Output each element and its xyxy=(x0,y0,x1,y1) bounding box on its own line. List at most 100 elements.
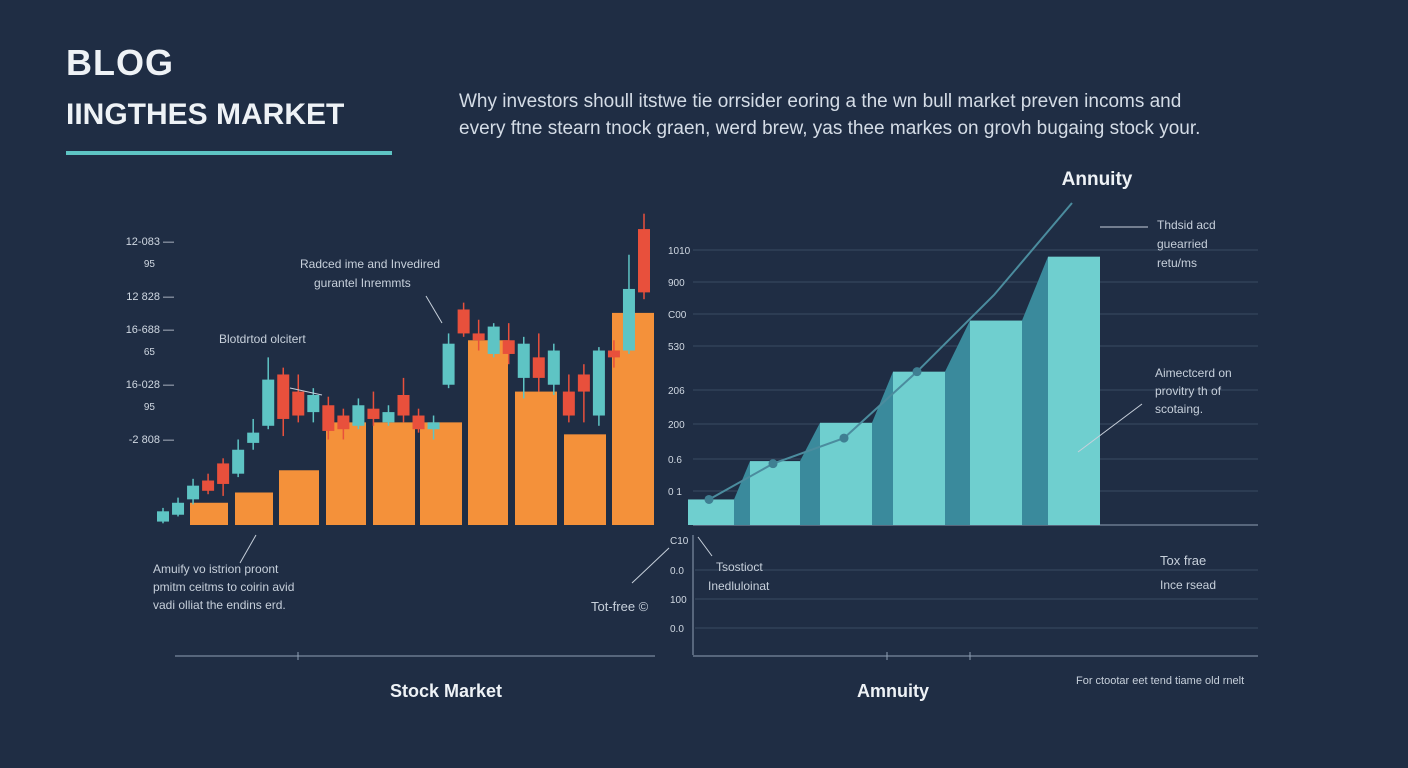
stock-market-chart: 12-083 — 95 12 828 — 16-688 — 65 16-028 — 95 -2… xyxy=(126,213,670,701)
annuity-lower-tick-label: 100 xyxy=(670,595,687,606)
annuity-y-tick-label: 900 xyxy=(668,278,685,289)
stock-annotation-top-pointer xyxy=(425,295,443,324)
annuity-trend-line xyxy=(704,202,1073,504)
candle-bullish xyxy=(157,511,169,522)
annuity-lower-tick-label: 0.0 xyxy=(670,624,684,635)
tax-free-pointer xyxy=(631,547,670,584)
stock-annotation-bottom-3: vadi olliat the endins erd. xyxy=(153,598,286,612)
stock-bars xyxy=(190,312,654,525)
candle-bearish xyxy=(337,415,350,430)
annuity-annotation-mid-pointer xyxy=(1077,403,1143,453)
annuity-lower-pointer xyxy=(697,536,713,557)
annuity-y-tick-label: 200 xyxy=(668,420,685,431)
stock-y-tick-label: -2 808 — xyxy=(129,434,174,446)
annuity-bar xyxy=(688,499,734,525)
annuity-annotation-top-1: Thdsid acd xyxy=(1157,218,1216,232)
stock-bar xyxy=(190,502,228,525)
candle-bullish xyxy=(622,288,635,351)
annuity-bar-side xyxy=(800,422,820,525)
annuity-annotation-top-3: retu/ms xyxy=(1157,256,1197,270)
candle-bullish xyxy=(187,485,200,500)
annuity-lower-tick-label: C10 xyxy=(670,536,689,547)
candle-bearish xyxy=(502,340,515,354)
stock-annotation-bottom-pointer xyxy=(239,534,257,564)
candle-bullish xyxy=(592,350,605,416)
candle-bullish xyxy=(247,432,260,443)
candle-bearish xyxy=(562,391,575,416)
annuity-bar-side xyxy=(734,461,750,525)
intro-line-1: Why investors shoull itstwe tie orrsider… xyxy=(459,91,1182,112)
annuity-annotation-mid-3: scotaing. xyxy=(1155,402,1203,416)
annuity-lower-tick-label: 0.0 xyxy=(670,566,684,577)
candle-bullish xyxy=(172,502,185,515)
stock-bar xyxy=(468,340,508,525)
stock-y-tick-label: 16-028 — xyxy=(126,379,174,391)
candle-bearish xyxy=(607,350,620,358)
stock-bar xyxy=(420,422,462,525)
annuity-y-tick-label: 530 xyxy=(668,342,685,353)
candle-bearish xyxy=(397,395,410,416)
annuity-y-tick-label: 1010 xyxy=(668,246,691,257)
annuity-trend-point xyxy=(912,367,922,377)
annuity-y-tick-label: 0 1 xyxy=(668,487,682,498)
stock-annotation-bottom-2: pmitm ceitms to coirin avid xyxy=(153,580,294,594)
stock-bar xyxy=(373,422,415,525)
candle-bullish xyxy=(427,422,440,430)
stock-y-tick-label: 12-083 — xyxy=(126,236,174,248)
candle-bearish xyxy=(638,229,650,293)
stock-annotation-bottom-1: Amuify vo istrion proont xyxy=(153,562,279,576)
annuity-chart: Annuity 1010 900 C00 530 206 200 0.6 0 1 Thdsid… xyxy=(668,169,1258,701)
stock-bar xyxy=(235,492,273,525)
candle-bullish xyxy=(487,326,500,354)
candle-bearish xyxy=(532,357,545,378)
candle-bullish xyxy=(442,343,455,385)
annuity-bar xyxy=(970,320,1022,525)
stock-candles xyxy=(157,213,650,524)
title-underline xyxy=(66,151,392,155)
annuity-trend-path xyxy=(708,202,1073,501)
candle-bearish xyxy=(277,374,290,419)
intro-line-2: every ftne stearn tnock graen, werd brew… xyxy=(459,118,1201,139)
annuity-annotation-mid-1: Aimectcerd on xyxy=(1155,366,1232,380)
annuity-bar xyxy=(893,371,945,525)
stock-bar xyxy=(515,391,557,525)
annuity-lower-right-1: Tox frae xyxy=(1160,553,1206,568)
annuity-trend-point xyxy=(839,433,849,443)
annuity-bar-side xyxy=(945,320,970,525)
candle-bullish xyxy=(307,395,320,413)
annuity-footnote: For ctootar eet tend tiame old rnelt xyxy=(1076,675,1244,687)
annuity-y-tick-label: 0.6 xyxy=(668,455,682,466)
page-title: IINGTHES MARKET xyxy=(66,98,345,131)
candle-bullish xyxy=(262,379,275,426)
candle-bearish xyxy=(577,374,590,392)
stock-y-tick-sub: 95 xyxy=(144,402,156,413)
candle-bearish xyxy=(202,480,215,491)
annuity-y-tick-label: C00 xyxy=(668,310,687,321)
candle-bullish xyxy=(517,343,530,378)
annuity-trend-point xyxy=(768,459,778,469)
stock-y-axis: 12-083 — 95 12 828 — 16-688 — 65 16-028 — 95 -2… xyxy=(126,236,174,446)
stock-y-tick-label: 12 828 — xyxy=(126,291,174,303)
annuity-chart-title: Annuity xyxy=(1062,169,1133,190)
stock-annotation-top-2: gurantel Inremmts xyxy=(314,276,411,290)
stock-market-caption: Stock Market xyxy=(390,681,502,701)
annuity-lower-left-1: Tsostioct xyxy=(716,560,763,574)
annuity-bar-side xyxy=(872,371,893,525)
stock-bar xyxy=(564,434,606,525)
candle-bearish xyxy=(217,463,230,484)
stock-y-tick-sub: 65 xyxy=(144,347,156,358)
annuity-bar-side xyxy=(1022,256,1048,525)
annuity-caption: Amnuity xyxy=(857,681,929,701)
annuity-trend-point xyxy=(704,494,714,504)
stock-bar xyxy=(279,470,319,525)
stock-annotation-top-1: Radced ime and Invedired xyxy=(300,257,440,271)
annuity-lower-left-2: Inedluloinat xyxy=(708,579,770,593)
candle-bearish xyxy=(412,415,425,430)
intro-paragraph: Why investors shoull itstwe tie orrsider… xyxy=(459,88,1359,142)
candle-bearish xyxy=(367,408,380,419)
annuity-annotation-mid-2: provitry th of xyxy=(1155,384,1222,398)
stock-bar xyxy=(326,422,366,525)
stock-y-tick-label: 16-688 — xyxy=(126,324,174,336)
candle-bullish xyxy=(382,412,395,423)
